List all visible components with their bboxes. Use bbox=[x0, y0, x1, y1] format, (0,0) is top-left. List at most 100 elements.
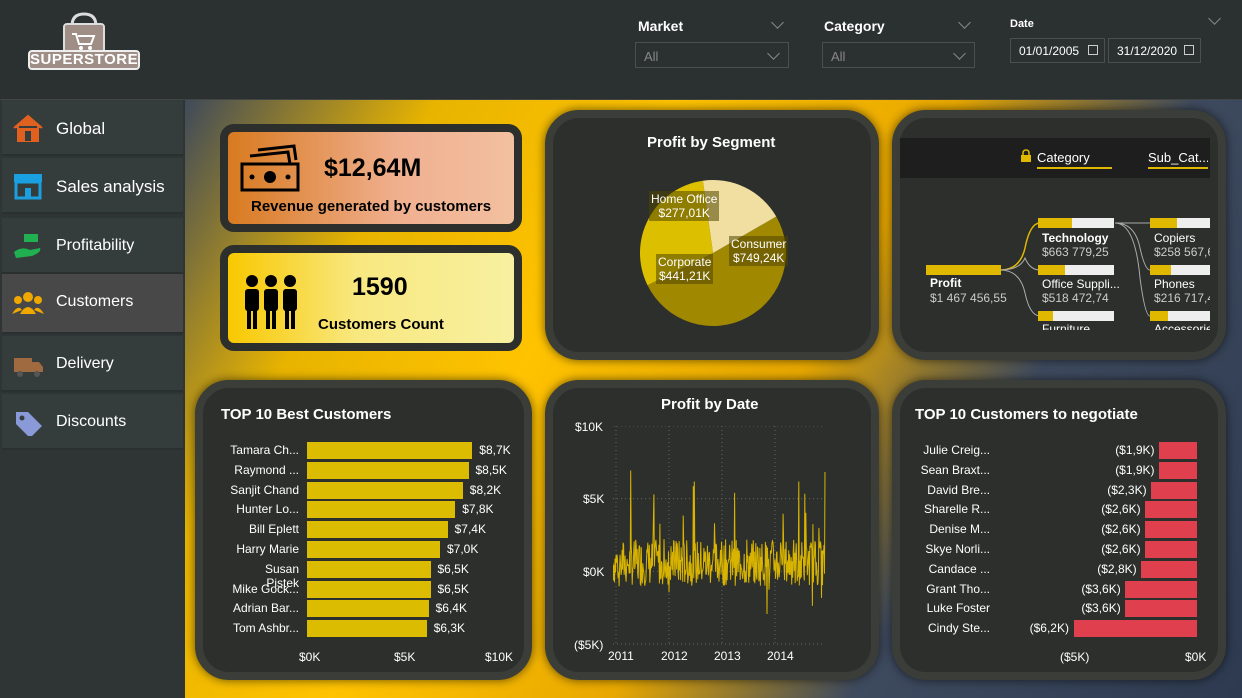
customers-label: Customers Count bbox=[318, 316, 444, 333]
tree-leaf-bar[interactable] bbox=[1150, 311, 1210, 321]
best-customers-card: TOP 10 Best Customers Tamara Ch... $8,7K R… bbox=[195, 380, 532, 680]
date-chart-title: Profit by Date bbox=[661, 396, 759, 413]
bar-category-label: Raymond ... bbox=[234, 462, 299, 477]
tree-leaf-name: Phones bbox=[1154, 277, 1195, 291]
tree-node-clip: Furniture bbox=[1042, 322, 1122, 330]
revenue-value: $12,64M bbox=[324, 154, 422, 182]
x-axis-tick: $0K bbox=[299, 650, 321, 664]
dashboard-canvas: $12,64M Revenue generated by customers 1… bbox=[185, 100, 1242, 698]
x-axis-tick: ($5K) bbox=[1060, 650, 1090, 664]
bar[interactable] bbox=[1159, 442, 1197, 459]
store-icon bbox=[14, 174, 42, 200]
start-date-input[interactable]: 01/01/2005 bbox=[1010, 38, 1105, 63]
revenue-label: Revenue generated by customers bbox=[251, 198, 492, 215]
bar-value-label: $6,5K bbox=[437, 581, 469, 596]
bar[interactable] bbox=[307, 442, 473, 459]
chevron-down-icon[interactable] bbox=[1208, 12, 1221, 25]
tree-node-name: Office Suppli... bbox=[1042, 277, 1120, 291]
people-icon bbox=[12, 292, 44, 314]
market-dropdown[interactable]: All bbox=[635, 42, 789, 68]
tree-leaf-bar[interactable] bbox=[1150, 265, 1210, 275]
nav-label: Customers bbox=[56, 293, 134, 310]
tree-node-bar[interactable] bbox=[1038, 265, 1114, 275]
bar[interactable] bbox=[1145, 521, 1197, 539]
bar[interactable] bbox=[1125, 580, 1197, 598]
profit-line-chart[interactable] bbox=[613, 426, 843, 646]
chevron-down-icon[interactable] bbox=[771, 16, 784, 29]
tree-leaf-value: $258 567,6 bbox=[1154, 245, 1210, 259]
bar[interactable] bbox=[1145, 501, 1197, 519]
bar[interactable] bbox=[307, 481, 463, 499]
market-filter-label: Market bbox=[638, 18, 684, 34]
nav-global[interactable]: Global bbox=[2, 100, 183, 156]
bar[interactable] bbox=[1145, 541, 1197, 558]
nav-delivery[interactable]: Delivery bbox=[2, 336, 183, 392]
bar[interactable] bbox=[307, 560, 431, 578]
bar-value-label: ($2,3K) bbox=[1107, 482, 1147, 497]
bar[interactable] bbox=[307, 521, 448, 539]
nav-customers[interactable]: Customers bbox=[2, 274, 183, 334]
slice-label-consumer: Consumer $749,24K bbox=[729, 236, 789, 266]
bar-category-label: Sean Braxt... bbox=[920, 462, 990, 477]
customers-kpi-card: 1590 Customers Count bbox=[220, 245, 522, 351]
tree-root-bar[interactable] bbox=[926, 265, 1001, 275]
bar[interactable] bbox=[307, 620, 427, 638]
nav-label: Discounts bbox=[56, 413, 127, 430]
nav-sales-analysis[interactable]: Sales analysis bbox=[2, 158, 183, 214]
tree-header-subcategory[interactable]: Sub_Cat... bbox=[1148, 150, 1208, 169]
nav-label: Sales analysis bbox=[56, 177, 165, 196]
nav-profitability[interactable]: Profitability bbox=[2, 218, 183, 274]
tree-root-name: Profit bbox=[930, 276, 962, 290]
category-dropdown-value: All bbox=[831, 49, 846, 64]
bar-value-label: ($1,9K) bbox=[1115, 443, 1155, 457]
profit-by-date-card: Profit by Date $10K $5K $0K ($5K) 2011 2… bbox=[545, 380, 879, 680]
category-filter-label: Category bbox=[824, 18, 885, 34]
bar-value-label: ($6,2K) bbox=[1029, 621, 1069, 636]
tree-header bbox=[900, 138, 1210, 178]
calendar-icon[interactable] bbox=[1184, 45, 1194, 55]
tree-node-name: Furniture bbox=[1042, 322, 1091, 330]
bar[interactable] bbox=[307, 461, 469, 479]
bar-value-label: ($2,6K) bbox=[1101, 522, 1141, 537]
category-dropdown[interactable]: All bbox=[822, 42, 975, 68]
tree-leaf-clip: Accessorie bbox=[1154, 322, 1210, 330]
bar[interactable] bbox=[1125, 600, 1197, 618]
slice-value: $277,01K bbox=[658, 206, 710, 220]
tree-header-category[interactable]: Category bbox=[1037, 150, 1112, 169]
profit-series-line[interactable] bbox=[613, 470, 826, 615]
negotiate-title: TOP 10 Customers to negotiate bbox=[915, 406, 1138, 423]
calendar-icon[interactable] bbox=[1088, 45, 1098, 55]
bar[interactable] bbox=[1073, 620, 1197, 638]
tree-leaf-bar[interactable] bbox=[1150, 218, 1210, 228]
slice-name: Consumer bbox=[731, 237, 787, 251]
bar-value-label: ($3,6K) bbox=[1081, 601, 1121, 616]
bar-value-label: $7,0K bbox=[447, 542, 479, 556]
tree-leaf-value: $216 717,4 bbox=[1154, 291, 1210, 305]
bar[interactable] bbox=[307, 541, 440, 558]
chevron-down-icon[interactable] bbox=[958, 16, 971, 29]
x-axis-tick: 2012 bbox=[661, 649, 688, 663]
bar-category-label: Cindy Ste... bbox=[927, 621, 990, 636]
tree-node-bar[interactable] bbox=[1038, 218, 1114, 228]
bar-category-label: Hunter Lo... bbox=[236, 502, 299, 517]
bar[interactable] bbox=[307, 600, 429, 618]
bar[interactable] bbox=[307, 501, 456, 519]
bar-category-label: Tamara Ch... bbox=[230, 443, 299, 457]
date-filter-label: Date bbox=[1010, 18, 1034, 30]
bar-value-label: $7,8K bbox=[462, 502, 494, 517]
bar[interactable] bbox=[1151, 481, 1197, 499]
decomposition-tree-card: Category Sub_Cat... Profit $1 467 456,55… bbox=[892, 110, 1226, 360]
y-axis-tick: ($5K) bbox=[574, 638, 604, 652]
bar[interactable] bbox=[1159, 461, 1197, 479]
slice-name: Corporate bbox=[658, 255, 712, 269]
bar-category-label: Mike Gock... bbox=[232, 581, 299, 596]
pie-slice-home-office[interactable] bbox=[702, 180, 777, 253]
bar[interactable] bbox=[1141, 560, 1197, 578]
tree-node-bar[interactable] bbox=[1038, 311, 1114, 321]
group-icon bbox=[245, 275, 297, 329]
nav-discounts[interactable]: Discounts bbox=[2, 394, 183, 450]
tag-icon bbox=[16, 412, 42, 436]
tree-root-value: $1 467 456,55 bbox=[930, 291, 1007, 305]
end-date-input[interactable]: 31/12/2020 bbox=[1108, 38, 1201, 63]
bar[interactable] bbox=[307, 580, 431, 598]
